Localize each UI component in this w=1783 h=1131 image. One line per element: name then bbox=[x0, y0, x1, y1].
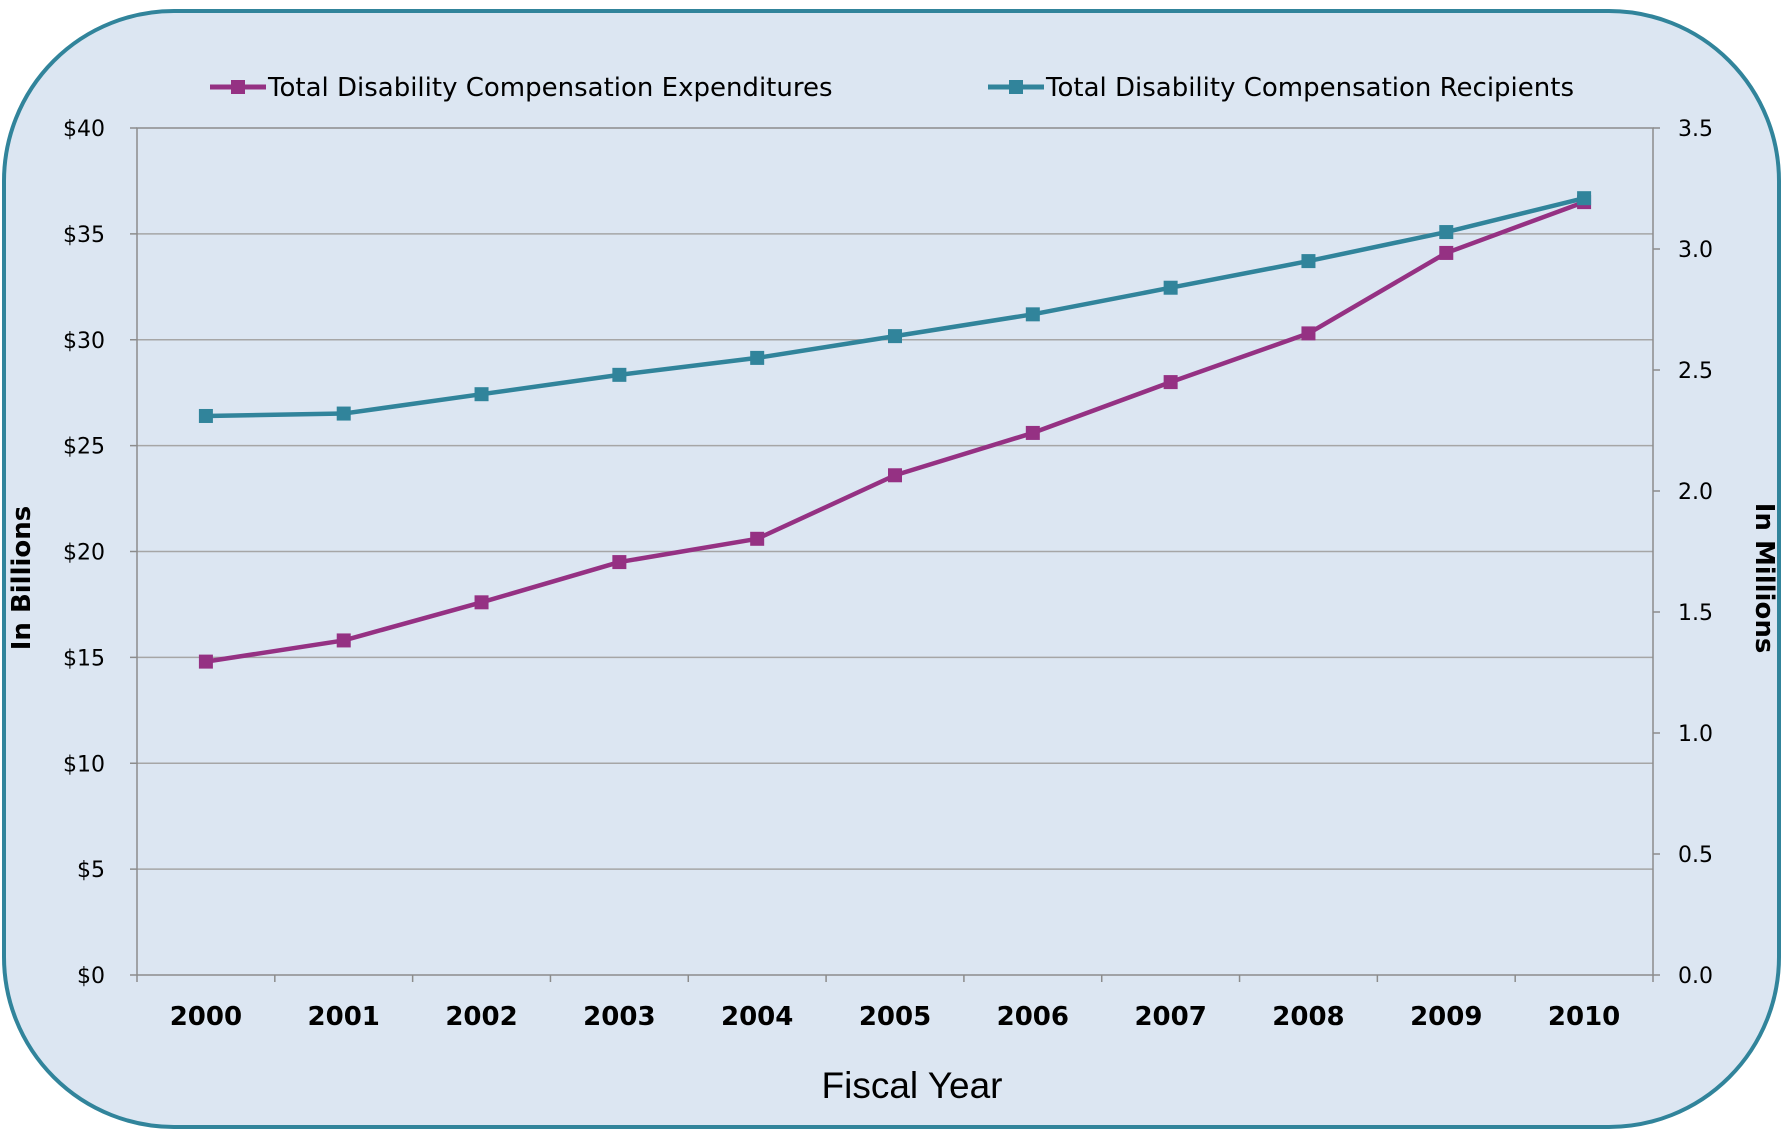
data-point-recipients[interactable] bbox=[750, 350, 765, 365]
x-tick-label: 2004 bbox=[721, 1002, 793, 1032]
y-tick-label-left: $25 bbox=[63, 435, 105, 460]
y-tick-label-right: 3.0 bbox=[1678, 238, 1713, 263]
y-tick-label-left: $35 bbox=[63, 223, 105, 248]
legend-label-expenditures: Total Disability Compensation Expenditur… bbox=[267, 73, 833, 103]
data-point-recipients[interactable] bbox=[612, 367, 627, 382]
y-tick-label-left: $5 bbox=[77, 858, 105, 883]
y-tick-label-right: 1.5 bbox=[1678, 601, 1713, 626]
data-point-recipients[interactable] bbox=[1439, 225, 1454, 240]
x-tick-label: 2007 bbox=[1134, 1002, 1206, 1032]
chart-frame bbox=[2, 9, 1781, 1129]
data-point-expenditures[interactable] bbox=[888, 468, 902, 483]
data-point-expenditures[interactable] bbox=[1439, 245, 1454, 260]
x-tick-label: 2001 bbox=[308, 1002, 380, 1032]
x-tick-label: 2006 bbox=[997, 1002, 1069, 1032]
x-tick-label: 2009 bbox=[1410, 1002, 1482, 1032]
data-point-expenditures[interactable] bbox=[750, 531, 765, 546]
y-tick-label-right: 3.5 bbox=[1678, 117, 1713, 142]
data-point-recipients[interactable] bbox=[336, 406, 351, 421]
legend-marker-recipients bbox=[1009, 80, 1023, 94]
data-point-expenditures[interactable] bbox=[1163, 375, 1178, 390]
data-point-expenditures[interactable] bbox=[1301, 326, 1316, 341]
data-point-recipients[interactable] bbox=[1577, 191, 1592, 206]
x-tick-label: 2000 bbox=[170, 1002, 242, 1032]
x-tick-label: 2003 bbox=[583, 1002, 655, 1032]
y-tick-label-left: $15 bbox=[63, 646, 105, 671]
data-point-expenditures[interactable] bbox=[198, 654, 213, 669]
series-layer bbox=[198, 191, 1592, 669]
y-tick-label-right: 0.5 bbox=[1678, 843, 1713, 868]
data-point-recipients[interactable] bbox=[474, 387, 489, 402]
x-axis: 2000 2001 2002 2003 2004 2005 2006 2007 2008 2009… bbox=[136, 975, 1654, 1032]
y-tick-label-right: 1.0 bbox=[1678, 722, 1713, 747]
data-point-recipients[interactable] bbox=[1025, 307, 1040, 322]
y-tick-label-left: $30 bbox=[63, 329, 105, 354]
y-tick-label-right: 2.0 bbox=[1678, 480, 1713, 505]
legend-marker-expenditures bbox=[231, 80, 245, 94]
y-axis-title-right: In Millions bbox=[1749, 503, 1779, 654]
x-tick-label: 2008 bbox=[1272, 1002, 1344, 1032]
data-point-expenditures[interactable] bbox=[612, 555, 627, 570]
y-tick-label-left: $20 bbox=[63, 541, 105, 566]
legend-item-recipients[interactable]: Total Disability Compensation Recipients bbox=[988, 73, 1574, 103]
gridlines bbox=[137, 233, 1653, 870]
y-axis-left: $0 $5 $10 $15 $20 $25 $30 $35 $40 bbox=[63, 117, 137, 989]
x-tick-label: 2005 bbox=[859, 1002, 931, 1032]
data-point-expenditures[interactable] bbox=[474, 595, 489, 610]
y-axis-title-left: In Billions bbox=[7, 506, 37, 651]
y-axis-right: 0.0 0.5 1.0 1.5 2.0 2.5 3.0 3.5 bbox=[1653, 117, 1713, 989]
legend: Total Disability Compensation Expenditur… bbox=[210, 73, 1574, 103]
data-point-recipients[interactable] bbox=[198, 408, 213, 423]
y-tick-label-right: 0.0 bbox=[1678, 964, 1713, 989]
data-point-expenditures[interactable] bbox=[336, 633, 351, 648]
data-point-recipients[interactable] bbox=[1301, 254, 1316, 269]
x-tick-label: 2002 bbox=[445, 1002, 517, 1032]
legend-item-expenditures[interactable]: Total Disability Compensation Expenditur… bbox=[210, 73, 833, 103]
y-tick-label-left: $40 bbox=[63, 117, 105, 142]
y-tick-label-left: $0 bbox=[77, 964, 105, 989]
legend-label-recipients: Total Disability Compensation Recipients bbox=[1045, 73, 1574, 103]
data-point-recipients[interactable] bbox=[1163, 280, 1178, 295]
data-point-recipients[interactable] bbox=[888, 329, 902, 344]
x-axis-title: Fiscal Year bbox=[822, 1065, 1003, 1106]
x-tick-label: 2010 bbox=[1548, 1002, 1620, 1032]
data-point-expenditures[interactable] bbox=[1025, 425, 1040, 440]
y-tick-label-right: 2.5 bbox=[1678, 359, 1713, 384]
y-tick-label-left: $10 bbox=[63, 752, 105, 777]
